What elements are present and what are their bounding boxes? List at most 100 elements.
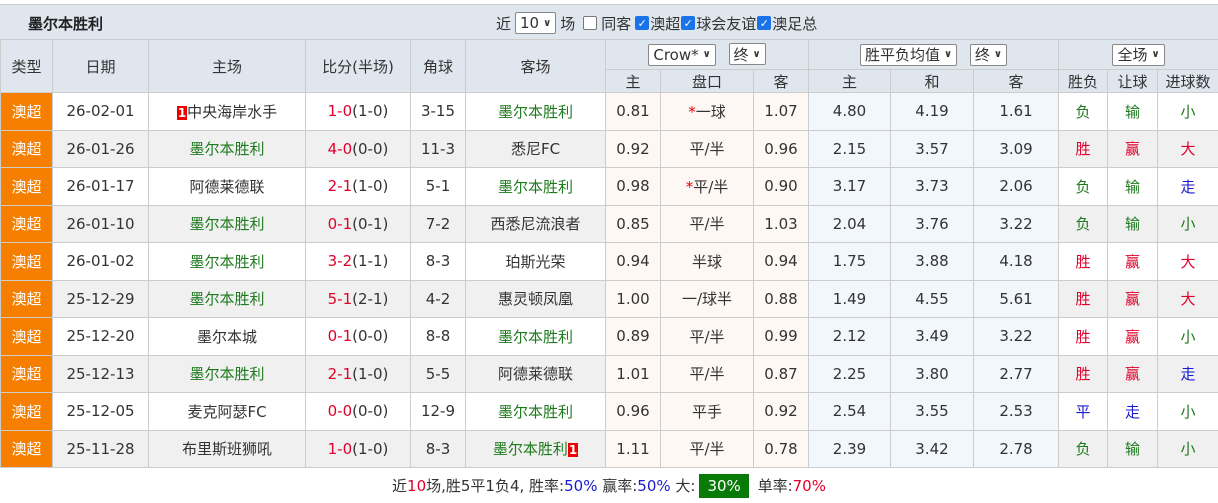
- filters: 近 10∨ 场 同客 ✓澳超✓球会友谊✓澳足总: [496, 12, 817, 34]
- league-type[interactable]: 澳超: [1, 130, 53, 168]
- home-team[interactable]: 1中央海岸水手: [149, 93, 306, 131]
- euro-draw-odds: 3.49: [891, 318, 974, 356]
- asian-line: *平/半: [661, 168, 754, 206]
- away-team-name: 墨尔本胜利: [498, 328, 573, 346]
- euro-away-odds: 4.18: [974, 243, 1059, 281]
- table-row: 澳超 26-01-17 阿德莱德联 2-1(1-0) 5-1 墨尔本胜利 0.9…: [1, 168, 1218, 206]
- home-team[interactable]: 布里斯班狮吼: [149, 430, 306, 468]
- home-team[interactable]: 阿德莱德联: [149, 168, 306, 206]
- euro-company-select[interactable]: 胜平负均值∨: [860, 44, 957, 66]
- asian-home-odds: 0.96: [606, 393, 661, 431]
- cover-rate: 50%: [637, 477, 670, 495]
- home-team[interactable]: 墨尔本胜利: [149, 280, 306, 318]
- home-team[interactable]: 墨尔本城: [149, 318, 306, 356]
- euro-home-odds: 2.39: [809, 430, 891, 468]
- away-team[interactable]: 墨尔本胜利: [466, 168, 606, 206]
- col-asian-away: 客: [754, 70, 809, 93]
- away-team[interactable]: 墨尔本胜利: [466, 93, 606, 131]
- league-type[interactable]: 澳超: [1, 93, 53, 131]
- league-type[interactable]: 澳超: [1, 355, 53, 393]
- home-team[interactable]: 麦克阿瑟FC: [149, 393, 306, 431]
- result-header: 全场∨: [1059, 40, 1218, 70]
- result-handicap: 走: [1108, 393, 1158, 431]
- win-rate: 50%: [564, 477, 597, 495]
- table-row: 澳超 25-12-29 墨尔本胜利 5-1(2-1) 4-2 惠灵顿凤凰 1.0…: [1, 280, 1218, 318]
- result-wl: 负: [1059, 93, 1108, 131]
- away-team[interactable]: 悉尼FC: [466, 130, 606, 168]
- away-team[interactable]: 墨尔本胜利1: [466, 430, 606, 468]
- score[interactable]: 5-1(2-1): [306, 280, 411, 318]
- score[interactable]: 0-1(0-0): [306, 318, 411, 356]
- away-team[interactable]: 惠灵顿凤凰: [466, 280, 606, 318]
- score[interactable]: 4-0(0-0): [306, 130, 411, 168]
- asian-home-odds: 0.85: [606, 205, 661, 243]
- chevron-down-icon: ∨: [543, 18, 551, 29]
- table-row: 澳超 26-01-10 墨尔本胜利 0-1(0-1) 7-2 西悉尼流浪者 0.…: [1, 205, 1218, 243]
- home-team[interactable]: 墨尔本胜利: [149, 205, 306, 243]
- away-team[interactable]: 墨尔本胜利: [466, 318, 606, 356]
- league-checkbox[interactable]: ✓: [681, 16, 695, 30]
- half-score: (1-0): [352, 177, 388, 195]
- result-handicap: 赢: [1108, 318, 1158, 356]
- league-type[interactable]: 澳超: [1, 168, 53, 206]
- home-team[interactable]: 墨尔本胜利: [149, 243, 306, 281]
- euro-away-odds: 2.78: [974, 430, 1059, 468]
- league-type[interactable]: 澳超: [1, 430, 53, 468]
- away-team[interactable]: 阿德莱德联: [466, 355, 606, 393]
- euro-company-value: 胜平负均值: [865, 44, 940, 65]
- score[interactable]: 0-1(0-1): [306, 205, 411, 243]
- col-result-goals: 进球数: [1158, 70, 1218, 93]
- league-type[interactable]: 澳超: [1, 280, 53, 318]
- result-scope-select[interactable]: 全场∨: [1112, 44, 1164, 66]
- asian-stage-select[interactable]: 终∨: [729, 43, 766, 65]
- away-team[interactable]: 墨尔本胜利: [466, 393, 606, 431]
- recent-count-select[interactable]: 10∨: [515, 12, 556, 34]
- euro-draw-odds: 3.88: [891, 243, 974, 281]
- chevron-down-icon: ∨: [753, 49, 761, 60]
- home-team[interactable]: 墨尔本胜利: [149, 355, 306, 393]
- result-handicap: 赢: [1108, 280, 1158, 318]
- asian-company-select[interactable]: Crow*∨: [648, 44, 715, 66]
- full-score: 4-0: [328, 140, 353, 158]
- half-score: (0-0): [352, 402, 388, 420]
- asian-line: 平/半: [661, 430, 754, 468]
- league-type[interactable]: 澳超: [1, 393, 53, 431]
- score[interactable]: 1-0(1-0): [306, 93, 411, 131]
- result-wl: 胜: [1059, 243, 1108, 281]
- score[interactable]: 2-1(1-0): [306, 168, 411, 206]
- summary-text: 场,胜5平1负4, 胜率:: [426, 475, 564, 496]
- summary-count: 10: [407, 477, 426, 495]
- result-goals: 大: [1158, 243, 1218, 281]
- euro-away-odds: 1.61: [974, 93, 1059, 131]
- result-wl: 胜: [1059, 280, 1108, 318]
- league-checkbox[interactable]: ✓: [757, 16, 771, 30]
- home-team-name: 麦克阿瑟FC: [187, 403, 266, 421]
- asian-line: 平/半: [661, 318, 754, 356]
- same-home-checkbox[interactable]: [583, 16, 597, 30]
- score[interactable]: 3-2(1-1): [306, 243, 411, 281]
- home-team[interactable]: 墨尔本胜利: [149, 130, 306, 168]
- league-checkbox[interactable]: ✓: [635, 16, 649, 30]
- asian-away-odds: 0.88: [754, 280, 809, 318]
- away-team[interactable]: 西悉尼流浪者: [466, 205, 606, 243]
- score[interactable]: 0-0(0-0): [306, 393, 411, 431]
- corners: 5-1: [411, 168, 466, 206]
- score[interactable]: 1-0(1-0): [306, 430, 411, 468]
- half-score: (2-1): [352, 290, 388, 308]
- league-type[interactable]: 澳超: [1, 205, 53, 243]
- chevron-down-icon: ∨: [994, 49, 1002, 60]
- league-type[interactable]: 澳超: [1, 243, 53, 281]
- score[interactable]: 2-1(1-0): [306, 355, 411, 393]
- league-type[interactable]: 澳超: [1, 318, 53, 356]
- euro-stage-value: 终: [975, 44, 990, 65]
- euro-home-odds: 2.54: [809, 393, 891, 431]
- result-wl: 胜: [1059, 318, 1108, 356]
- euro-stage-select[interactable]: 终∨: [970, 44, 1007, 66]
- result-goals: 小: [1158, 430, 1218, 468]
- away-team[interactable]: 珀斯光荣: [466, 243, 606, 281]
- full-score: 0-1: [328, 215, 353, 233]
- asian-away-odds: 0.78: [754, 430, 809, 468]
- result-wl: 负: [1059, 168, 1108, 206]
- match-date: 25-12-05: [53, 393, 149, 431]
